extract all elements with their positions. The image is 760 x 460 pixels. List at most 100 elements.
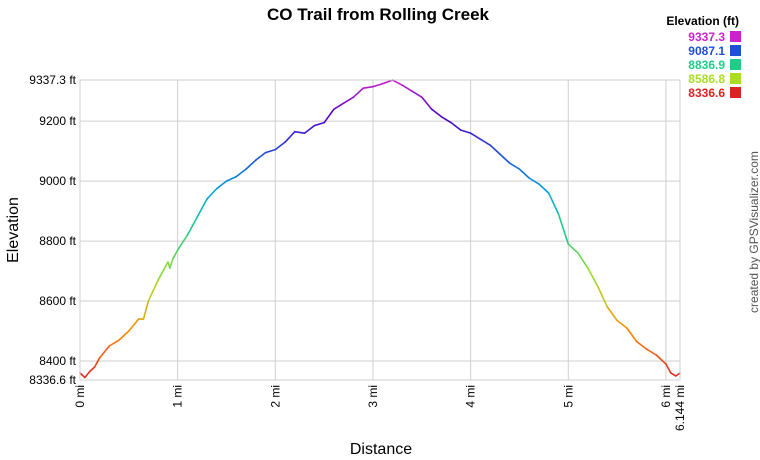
profile-segment bbox=[284, 130, 296, 143]
plot-area-border bbox=[79, 79, 681, 381]
profile-segment bbox=[372, 82, 384, 88]
profile-segment bbox=[169, 258, 174, 269]
profile-segment bbox=[362, 85, 374, 89]
profile-segment bbox=[171, 249, 179, 260]
profile-segment bbox=[254, 151, 267, 161]
profile-segment bbox=[538, 183, 550, 194]
legend-entry-label: 8336.6 bbox=[688, 86, 725, 100]
x-tick-label: 1 mi bbox=[171, 385, 185, 408]
profile-segment bbox=[303, 124, 316, 134]
x-tick-label: 5 mi bbox=[561, 385, 575, 408]
x-axis-label: Distance bbox=[350, 441, 412, 458]
profile-segment bbox=[645, 348, 657, 356]
y-tick-label: 9000 ft bbox=[39, 174, 76, 188]
profile-segment bbox=[557, 213, 570, 245]
profile-segment bbox=[128, 318, 140, 332]
credit-text: created by GPSVisualizer.com bbox=[747, 151, 760, 313]
legend-entry-label: 8586.8 bbox=[688, 72, 725, 86]
elevation-profile-line bbox=[79, 79, 681, 379]
x-tick-label: 6.144 mi bbox=[673, 385, 687, 431]
x-tick-label: 6 mi bbox=[659, 385, 673, 408]
y-tick-label: 8600 ft bbox=[39, 294, 76, 308]
legend-swatch bbox=[730, 45, 741, 56]
profile-segment bbox=[606, 306, 618, 322]
profile-segment bbox=[352, 87, 365, 98]
profile-segment bbox=[381, 79, 394, 85]
profile-segment bbox=[235, 168, 247, 178]
profile-segment bbox=[206, 187, 218, 200]
y-tick-label: 9200 ft bbox=[39, 114, 76, 128]
profile-segment bbox=[489, 144, 501, 155]
profile-segment bbox=[186, 216, 198, 236]
y-tick-label: 8800 ft bbox=[39, 234, 76, 248]
x-tick-label: 4 mi bbox=[464, 385, 478, 408]
profile-segment bbox=[670, 372, 677, 377]
profile-segment bbox=[674, 372, 681, 377]
tick-labels: 0 mi 1 mi 2 mi 3 mi 4 mi 5 mi 6 mi 6.144 mi 8336… bbox=[29, 73, 687, 431]
profile-segment bbox=[616, 319, 628, 329]
profile-segment bbox=[430, 108, 443, 118]
profile-segment bbox=[577, 252, 589, 269]
profile-segment bbox=[108, 339, 120, 347]
profile-segment bbox=[411, 90, 423, 98]
profile-segment bbox=[118, 330, 130, 341]
legend-entry-label: 8836.9 bbox=[688, 58, 725, 72]
profile-segment bbox=[655, 354, 667, 365]
profile-segment bbox=[499, 153, 511, 164]
legend: Elevation (ft) 9337.39087.18836.98586.88… bbox=[666, 14, 741, 100]
profile-segment bbox=[196, 198, 208, 218]
y-tick-label: 9337.3 ft bbox=[29, 73, 76, 87]
y-axis-label: Elevation bbox=[5, 197, 22, 263]
profile-segment bbox=[93, 357, 101, 368]
legend-swatch bbox=[730, 87, 741, 98]
legend-swatch bbox=[730, 73, 741, 84]
profile-segment bbox=[547, 192, 560, 215]
legend-entry-label: 9087.1 bbox=[688, 44, 725, 58]
profile-segment bbox=[479, 138, 491, 146]
x-tick-label: 2 mi bbox=[268, 385, 282, 408]
profile-segment bbox=[596, 285, 609, 308]
profile-segment bbox=[215, 180, 228, 190]
y-tick-label: 8336.6 ft bbox=[29, 373, 76, 387]
profile-segment bbox=[528, 177, 540, 185]
profile-segment bbox=[420, 96, 433, 110]
profile-segment bbox=[401, 84, 413, 92]
profile-segment bbox=[587, 267, 599, 287]
profile-segment bbox=[635, 340, 648, 350]
profile-segment bbox=[84, 370, 91, 379]
profile-segment bbox=[342, 96, 355, 104]
profile-segment bbox=[294, 130, 306, 134]
y-tick-label: 8400 ft bbox=[39, 354, 76, 368]
legend-swatch bbox=[730, 31, 741, 42]
profile-segment bbox=[225, 175, 238, 182]
profile-segment bbox=[518, 168, 531, 179]
profile-segment bbox=[626, 327, 638, 343]
profile-segment bbox=[333, 102, 345, 110]
profile-segment bbox=[142, 300, 150, 320]
profile-segment bbox=[313, 121, 325, 127]
profile-segment bbox=[567, 243, 579, 254]
chart-title: CO Trail from Rolling Creek bbox=[267, 5, 490, 24]
legend-title: Elevation (ft) bbox=[666, 14, 739, 28]
profile-segment bbox=[264, 148, 277, 154]
profile-segment bbox=[245, 159, 257, 170]
profile-segment bbox=[469, 132, 482, 140]
legend-swatch bbox=[730, 59, 741, 70]
profile-segment bbox=[274, 141, 286, 151]
profile-segment bbox=[147, 279, 159, 302]
profile-segment bbox=[98, 345, 111, 359]
profile-segment bbox=[157, 261, 169, 281]
legend-entry-label: 9337.3 bbox=[688, 30, 725, 44]
profile-segment bbox=[460, 129, 472, 134]
x-tick-label: 0 mi bbox=[73, 385, 87, 408]
profile-segment bbox=[665, 363, 672, 374]
profile-segment bbox=[323, 108, 335, 124]
profile-segment bbox=[440, 115, 452, 124]
profile-segment bbox=[176, 234, 189, 251]
profile-segment bbox=[508, 162, 521, 170]
profile-segment bbox=[88, 366, 96, 373]
profile-segment bbox=[391, 79, 404, 86]
grid bbox=[80, 80, 680, 380]
profile-segment bbox=[79, 372, 86, 379]
